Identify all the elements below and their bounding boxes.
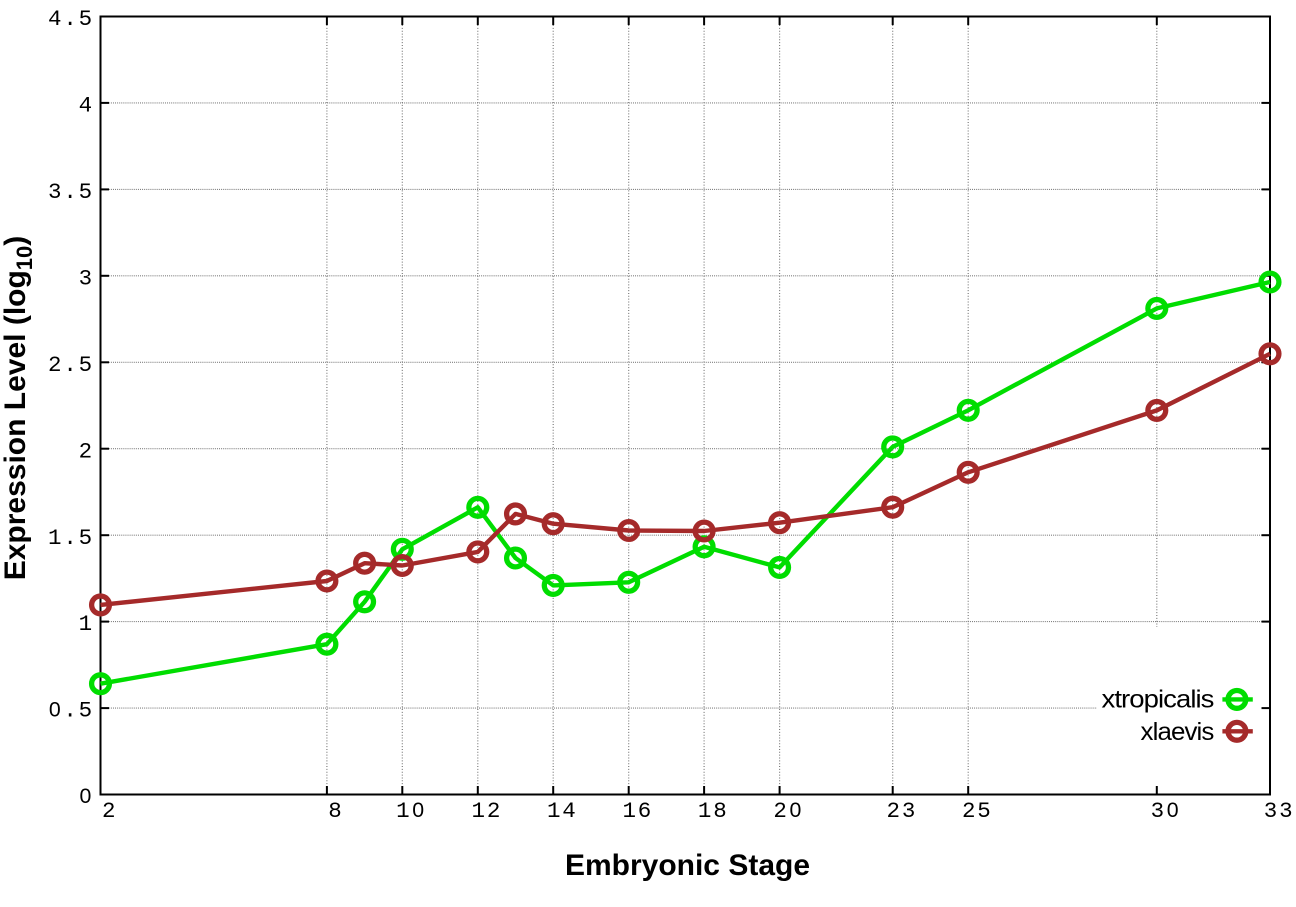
svg-text:xlaevis: xlaevis bbox=[1141, 718, 1214, 746]
svg-text:3: 3 bbox=[48, 179, 62, 205]
svg-text:2: 2 bbox=[79, 438, 93, 464]
svg-text:xtropicalis: xtropicalis bbox=[1102, 686, 1214, 714]
svg-text:0: 0 bbox=[789, 798, 801, 822]
svg-text:8: 8 bbox=[713, 798, 727, 824]
svg-text:0: 0 bbox=[1167, 798, 1179, 822]
svg-text:2: 2 bbox=[887, 798, 901, 824]
svg-text:.: . bbox=[63, 698, 77, 724]
svg-text:1: 1 bbox=[79, 611, 93, 637]
svg-text:5: 5 bbox=[79, 525, 93, 551]
svg-text:2: 2 bbox=[773, 798, 787, 824]
svg-text:4: 4 bbox=[48, 6, 62, 32]
svg-text:5: 5 bbox=[79, 698, 93, 724]
svg-text:0: 0 bbox=[412, 798, 424, 822]
svg-text:3: 3 bbox=[79, 265, 93, 291]
svg-text:0: 0 bbox=[49, 698, 61, 722]
svg-text:1: 1 bbox=[622, 798, 636, 824]
svg-text:2: 2 bbox=[487, 798, 501, 824]
svg-text:5: 5 bbox=[79, 179, 93, 205]
svg-text:5: 5 bbox=[79, 6, 93, 32]
svg-text:3: 3 bbox=[1279, 798, 1293, 824]
svg-text:1: 1 bbox=[396, 798, 410, 824]
svg-text:5: 5 bbox=[977, 798, 991, 824]
svg-text:5: 5 bbox=[79, 352, 93, 378]
svg-text:1: 1 bbox=[698, 798, 712, 824]
svg-text:8: 8 bbox=[328, 798, 342, 824]
svg-text:0: 0 bbox=[79, 784, 91, 808]
svg-text:3: 3 bbox=[902, 798, 916, 824]
svg-text:2: 2 bbox=[102, 798, 116, 824]
svg-text:2: 2 bbox=[48, 352, 62, 378]
svg-text:2: 2 bbox=[962, 798, 976, 824]
svg-text:6: 6 bbox=[638, 798, 652, 824]
svg-text:.: . bbox=[63, 352, 77, 378]
svg-text:.: . bbox=[63, 525, 77, 551]
svg-text:Embryonic Stage: Embryonic Stage bbox=[565, 849, 810, 882]
svg-text:.: . bbox=[63, 6, 77, 32]
svg-text:1: 1 bbox=[48, 525, 62, 551]
svg-text:3: 3 bbox=[1264, 798, 1278, 824]
svg-text:3: 3 bbox=[1151, 798, 1165, 824]
svg-text:4: 4 bbox=[79, 93, 93, 119]
svg-text:1: 1 bbox=[472, 798, 486, 824]
svg-text:.: . bbox=[63, 179, 77, 205]
svg-text:4: 4 bbox=[562, 798, 576, 824]
svg-text:Expression Level (log10): Expression Level (log10) bbox=[0, 236, 37, 581]
svg-text:1: 1 bbox=[547, 798, 561, 824]
